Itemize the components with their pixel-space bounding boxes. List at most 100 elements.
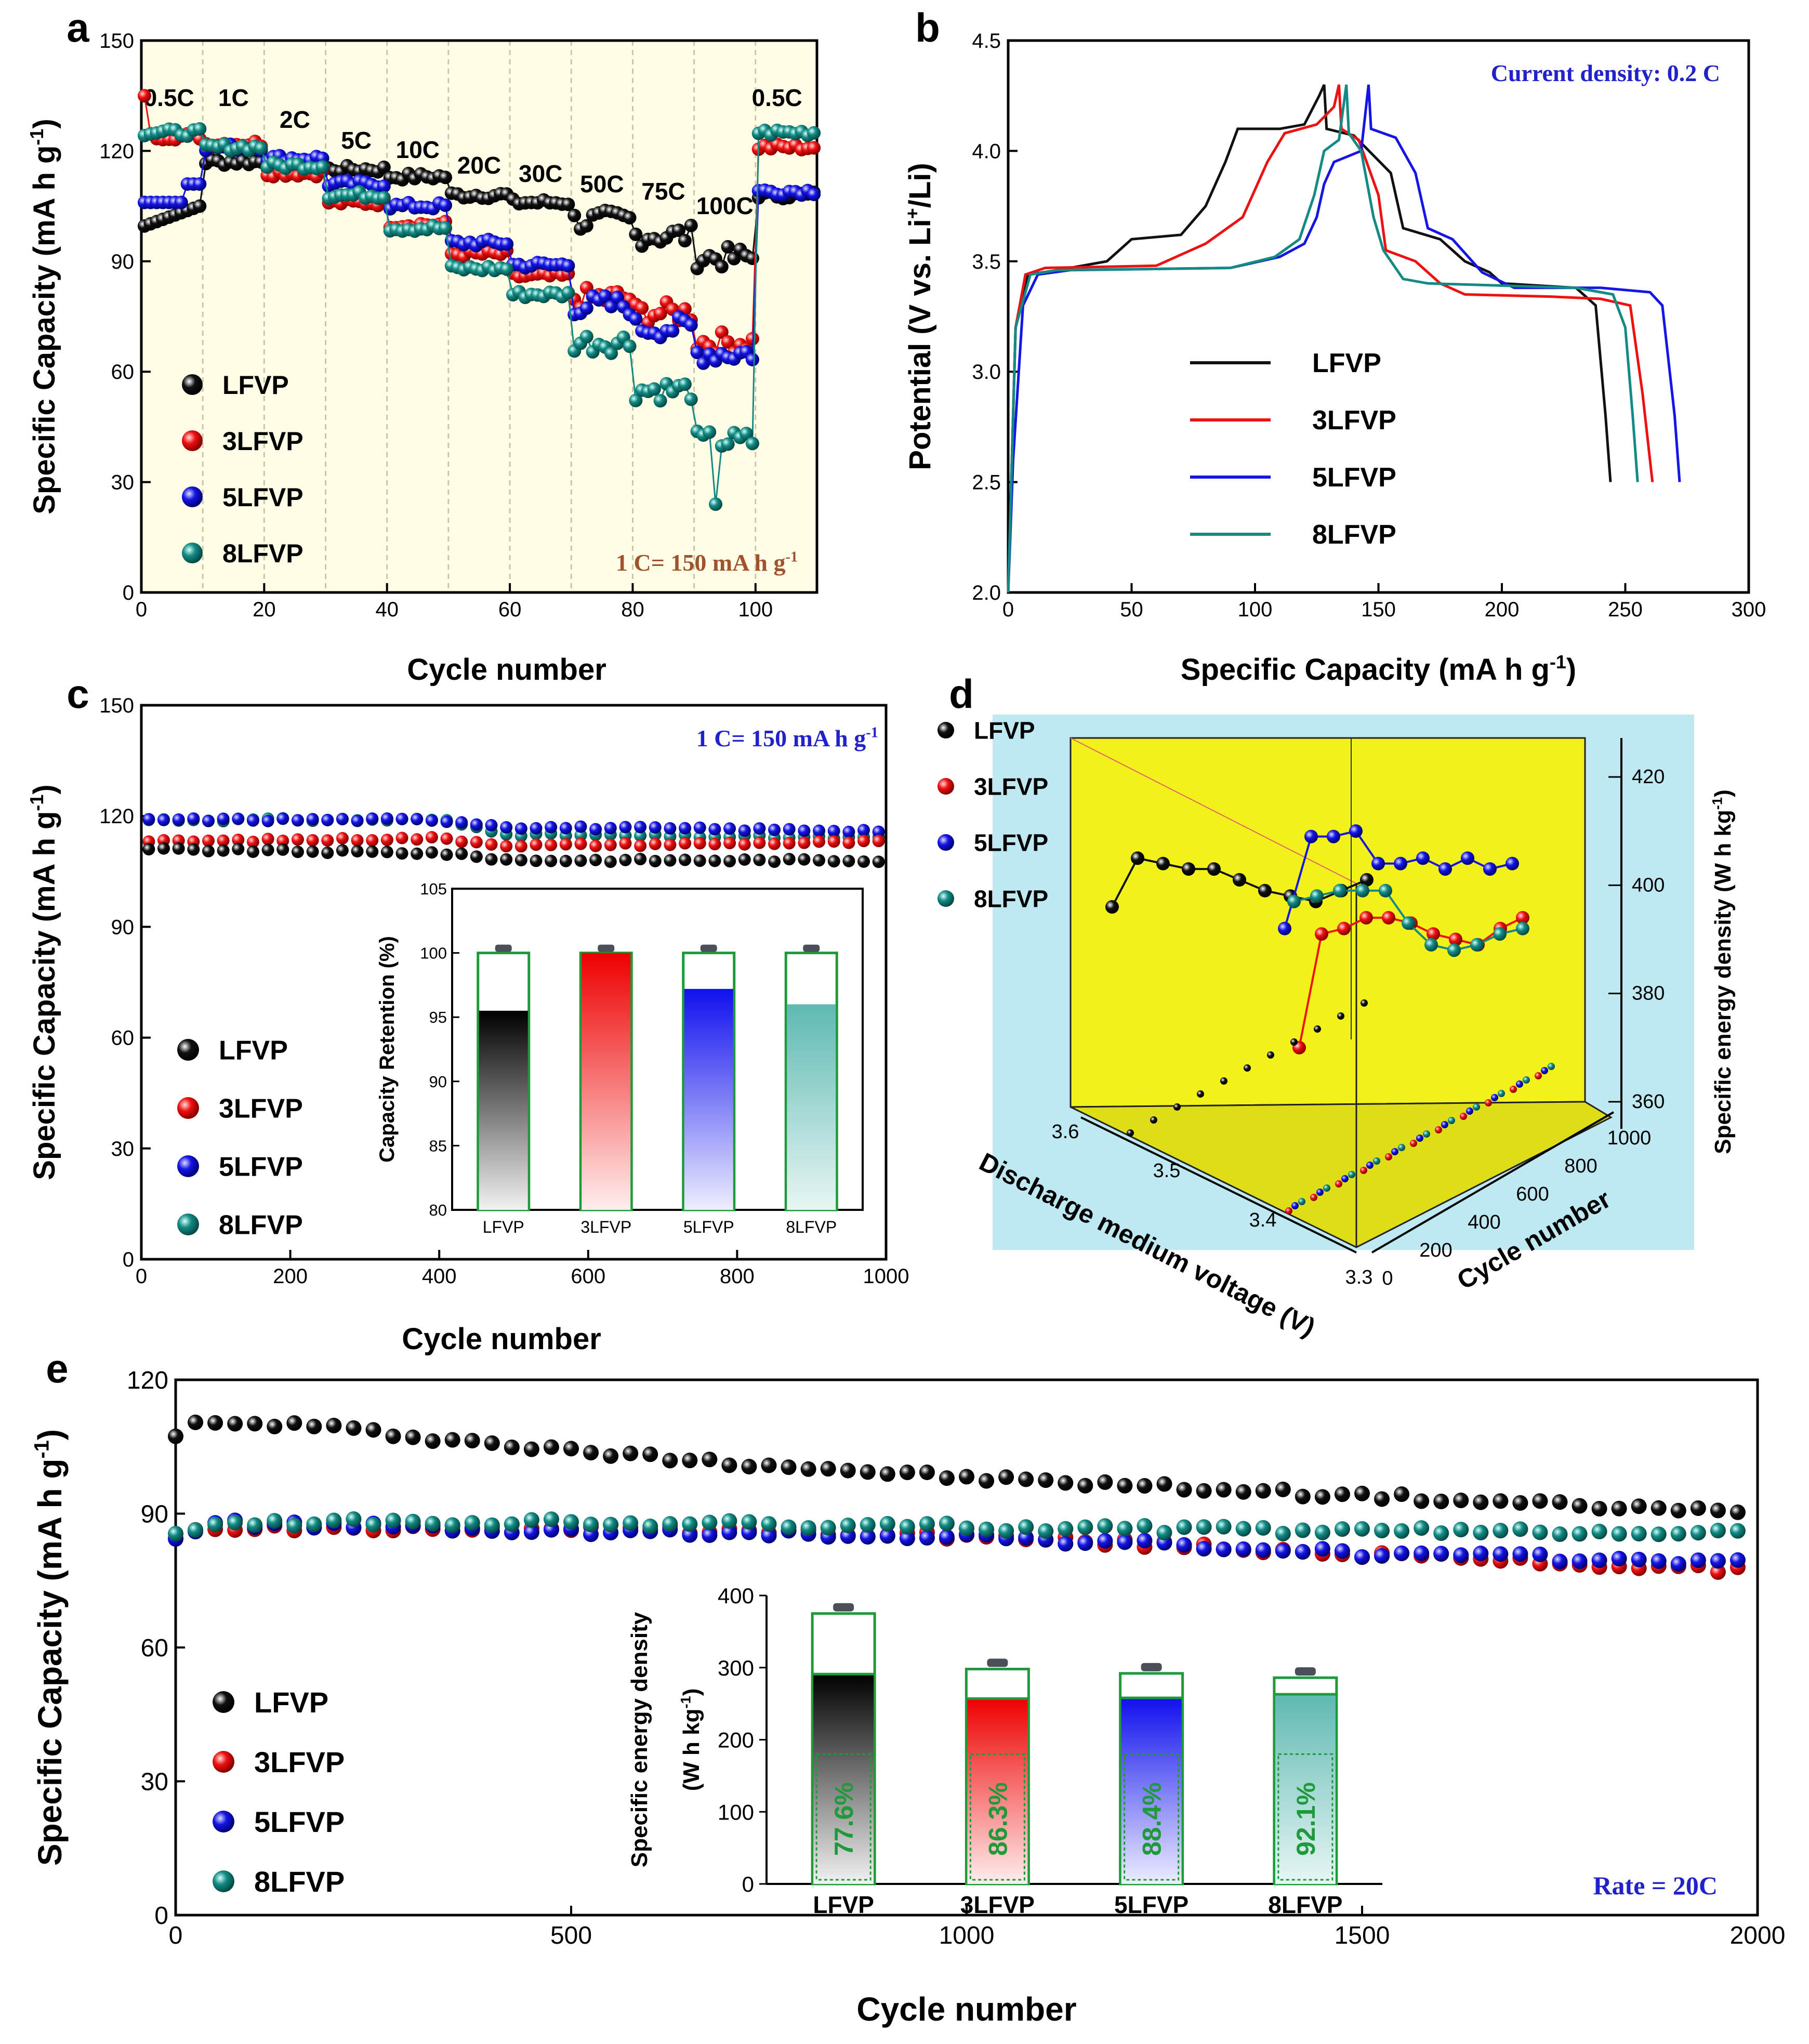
y-tick-label: 120 (127, 1367, 168, 1394)
data-point-3LFVP (530, 838, 543, 851)
inset-y-axis-title: Specific energy density (627, 1612, 652, 1867)
data-point-LFVP (1058, 1475, 1074, 1491)
data-point-5LFVP (1512, 1546, 1528, 1562)
data-point-5LFVP (485, 819, 498, 832)
data-point-3LFVP (306, 834, 319, 847)
data-point-3LFVP (807, 141, 821, 155)
cycle-axis (1371, 1111, 1615, 1254)
data-point-LFVP (574, 854, 587, 867)
energy-point-LFVP (1360, 873, 1374, 887)
inset-bar-8LFVP (787, 1004, 836, 1210)
projection-point-5LFVP (1291, 1202, 1299, 1209)
data-point-LFVP (589, 853, 602, 866)
inset-y-axis-title-2: (W h kg-1) (677, 1689, 704, 1791)
data-point-LFVP (979, 1473, 995, 1489)
data-point-8LFVP (247, 1517, 263, 1533)
y-tick-label: 2.0 (972, 582, 1001, 604)
projection-point-LFVP (1290, 1038, 1298, 1046)
z-axis-title-end: ) (1710, 789, 1736, 797)
data-point-5LFVP (649, 821, 662, 834)
data-point-8LFVP (919, 1516, 935, 1532)
inset-bar-8LFVP (1275, 1694, 1336, 1884)
x-tick-label: 600 (571, 1265, 605, 1288)
data-point-LFVP (1156, 1476, 1172, 1492)
data-point-5LFVP (561, 259, 575, 273)
data-point-5LFVP (377, 179, 391, 193)
data-point-LFVP (721, 240, 735, 254)
annotation-c: 1 C= 150 mA h g-1 (696, 725, 878, 751)
data-point-5LFVP (827, 824, 840, 837)
cycle-tick-label: 600 (1516, 1183, 1549, 1205)
projection-point-5LFVP (1366, 1162, 1374, 1169)
data-point-5LFVP (919, 1529, 935, 1546)
energy-point-8LFVP (1356, 883, 1369, 898)
data-point-5LFVP (1255, 1542, 1271, 1558)
y-axis-title-a-main: Specific Capacity (mA h g (28, 146, 61, 515)
data-point-8LFVP (662, 1516, 678, 1532)
x-tick-label: 1000 (939, 1922, 995, 1949)
y-tick-label: 0 (123, 582, 134, 604)
data-point-5LFVP (425, 814, 438, 827)
data-point-LFVP (919, 1464, 935, 1480)
data-point-LFVP (1314, 1489, 1330, 1505)
projection-point-8LFVP (1398, 1144, 1405, 1151)
y-tick-label: 90 (111, 250, 135, 273)
data-point-8LFVP (709, 497, 722, 511)
data-point-3LFVP (440, 832, 453, 845)
data-point-8LFVP (939, 1515, 955, 1532)
data-point-5LFVP (783, 823, 796, 836)
data-point-LFVP (629, 227, 643, 241)
data-point-8LFVP (267, 1513, 283, 1529)
data-point-LFVP (207, 1415, 223, 1431)
data-point-LFVP (1611, 1500, 1627, 1516)
annotation-a-sup: -1 (786, 549, 798, 565)
data-point-8LFVP (1572, 1526, 1588, 1542)
x-tick-label: 1000 (863, 1265, 909, 1288)
data-point-8LFVP (623, 339, 637, 353)
data-point-8LFVP (741, 1514, 757, 1530)
data-point-LFVP (679, 853, 692, 866)
data-point-LFVP (1670, 1502, 1686, 1519)
battery-terminal (1141, 1663, 1162, 1671)
data-point-8LFVP (684, 392, 698, 406)
data-point-5LFVP (523, 1524, 539, 1540)
legend-label-3LFVP: 3LFVP (1312, 405, 1396, 436)
data-point-8LFVP (168, 1525, 183, 1541)
data-point-LFVP (504, 1439, 520, 1455)
legend-label-5LFVP: 5LFVP (222, 483, 303, 512)
projection-point-3LFVP (1485, 1099, 1492, 1106)
energy-point-3LFVP (1382, 911, 1395, 925)
data-point-LFVP (306, 845, 319, 858)
y-axis-title-c: Specific Capacity (mA h g-1) (26, 784, 61, 1180)
energy-point-8LFVP (1402, 916, 1415, 930)
data-point-LFVP (1532, 1493, 1548, 1509)
data-point-LFVP (672, 223, 686, 238)
data-point-5LFVP (1097, 1533, 1113, 1549)
data-point-LFVP (563, 1441, 579, 1457)
data-point-LFVP (899, 1464, 915, 1480)
data-point-LFVP (172, 842, 185, 855)
data-point-5LFVP (1374, 1548, 1390, 1564)
legend-marker-LFVP (182, 374, 203, 395)
energy-point-5LFVP (1506, 856, 1519, 871)
back-wall-yellow (1069, 737, 1586, 1108)
legend-marker-LFVP (213, 1691, 234, 1713)
data-point-8LFVP (1235, 1521, 1251, 1537)
data-point-LFVP (842, 854, 855, 867)
cycle-tick-label: 1000 (1607, 1127, 1652, 1149)
projection-point-8LFVP (1523, 1076, 1530, 1084)
data-point-3LFVP (485, 838, 498, 851)
legend-label-5LFVP: 5LFVP (1312, 463, 1396, 493)
data-point-LFVP (603, 1448, 619, 1464)
retention-label-3LFVP: 86.3% (983, 1782, 1012, 1856)
data-point-8LFVP (1591, 1523, 1607, 1539)
data-point-LFVP (820, 1461, 836, 1477)
energy-point-5LFVP (1461, 851, 1474, 865)
data-point-LFVP (276, 843, 289, 856)
y-axis-title-e: Specific Capacity (mA h g-1) (31, 1429, 69, 1866)
projection-point-3LFVP (1360, 1167, 1367, 1174)
y-tick-label: 3.0 (972, 361, 1001, 384)
data-point-5LFVP (440, 815, 453, 828)
data-point-LFVP (326, 1417, 342, 1433)
